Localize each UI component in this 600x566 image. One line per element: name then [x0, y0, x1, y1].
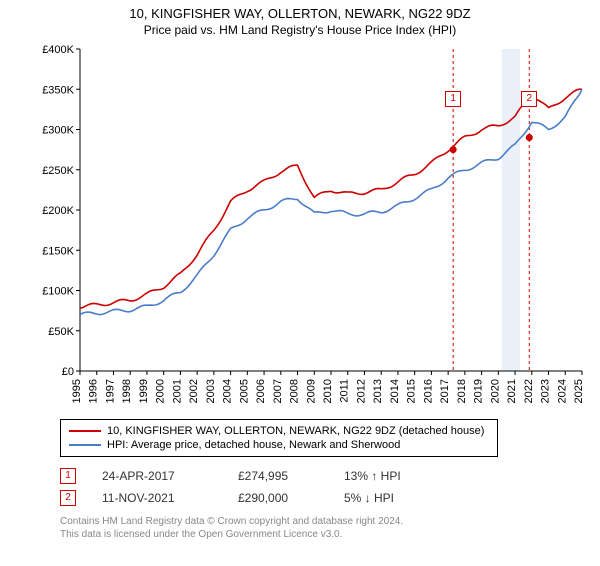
svg-text:1997: 1997 [104, 379, 116, 403]
legend-swatch [69, 444, 101, 446]
svg-text:2022: 2022 [523, 379, 535, 403]
legend-item: 10, KINGFISHER WAY, OLLERTON, NEWARK, NG… [69, 424, 489, 438]
marker-date: 11-NOV-2021 [102, 491, 212, 505]
svg-text:2008: 2008 [289, 379, 301, 403]
svg-text:1999: 1999 [138, 379, 150, 403]
svg-text:2013: 2013 [372, 379, 384, 403]
chart-title: 10, KINGFISHER WAY, OLLERTON, NEWARK, NG… [0, 6, 600, 21]
svg-text:2006: 2006 [255, 379, 267, 403]
svg-text:£400K: £400K [42, 44, 74, 56]
svg-text:£100K: £100K [42, 286, 74, 298]
marker-id-badge: 2 [60, 490, 76, 506]
markers-table: 1 24-APR-2017 £274,995 13% ↑ HPI 2 11-NOV-202… [60, 465, 600, 509]
marker-delta: 5% ↓ HPI [344, 491, 434, 505]
svg-text:2024: 2024 [556, 379, 568, 403]
svg-text:2002: 2002 [188, 379, 200, 403]
chart-marker-badge: 2 [521, 91, 537, 107]
svg-text:£150K: £150K [42, 245, 74, 257]
svg-text:£50K: £50K [48, 326, 74, 338]
svg-text:£300K: £300K [42, 125, 74, 137]
footnote-line: This data is licensed under the Open Gov… [60, 528, 600, 541]
svg-text:2005: 2005 [238, 379, 250, 403]
chart-marker-badge: 1 [445, 91, 461, 107]
line-chart: £0 £50K £100K £150K £200K £250K £300K £350K £400… [30, 41, 590, 411]
footnote-line: Contains HM Land Registry data © Crown c… [60, 515, 600, 528]
svg-text:1996: 1996 [88, 379, 100, 403]
svg-text:£0: £0 [62, 366, 74, 378]
svg-text:2001: 2001 [171, 379, 183, 403]
legend-label: 10, KINGFISHER WAY, OLLERTON, NEWARK, NG… [107, 425, 484, 437]
svg-text:2025: 2025 [573, 379, 585, 403]
svg-text:2007: 2007 [272, 379, 284, 403]
svg-text:£250K: £250K [42, 165, 74, 177]
legend: 10, KINGFISHER WAY, OLLERTON, NEWARK, NG… [60, 419, 498, 457]
svg-text:£350K: £350K [42, 84, 74, 96]
svg-text:2015: 2015 [406, 379, 418, 403]
svg-text:2019: 2019 [473, 379, 485, 403]
svg-text:2021: 2021 [506, 379, 518, 403]
svg-text:2014: 2014 [389, 379, 401, 403]
marker-delta: 13% ↑ HPI [344, 469, 434, 483]
svg-text:1995: 1995 [71, 379, 83, 403]
svg-text:2016: 2016 [422, 379, 434, 403]
legend-label: HPI: Average price, detached house, Newa… [107, 439, 400, 451]
svg-text:2004: 2004 [222, 379, 234, 403]
marker-price: £290,000 [238, 491, 318, 505]
svg-text:2010: 2010 [322, 379, 334, 403]
legend-item: HPI: Average price, detached house, Newa… [69, 438, 489, 452]
legend-swatch [69, 430, 101, 432]
svg-text:£200K: £200K [42, 205, 74, 217]
svg-text:2000: 2000 [155, 379, 167, 403]
svg-text:2023: 2023 [540, 379, 552, 403]
svg-text:1998: 1998 [121, 379, 133, 403]
marker-id-badge: 1 [60, 468, 76, 484]
marker-price: £274,995 [238, 469, 318, 483]
chart-subtitle: Price paid vs. HM Land Registry's House … [0, 23, 600, 37]
marker-row: 1 24-APR-2017 £274,995 13% ↑ HPI [60, 465, 600, 487]
svg-text:2020: 2020 [489, 379, 501, 403]
footnote: Contains HM Land Registry data © Crown c… [60, 515, 600, 541]
svg-text:2012: 2012 [355, 379, 367, 403]
svg-text:2009: 2009 [305, 379, 317, 403]
marker-row: 2 11-NOV-2021 £290,000 5% ↓ HPI [60, 487, 600, 509]
chart-area: £0 £50K £100K £150K £200K £250K £300K £350K £400… [30, 41, 590, 411]
marker-date: 24-APR-2017 [102, 469, 212, 483]
svg-text:2011: 2011 [339, 379, 351, 403]
svg-text:2018: 2018 [456, 379, 468, 403]
svg-text:2003: 2003 [205, 379, 217, 403]
svg-text:2017: 2017 [439, 379, 451, 403]
